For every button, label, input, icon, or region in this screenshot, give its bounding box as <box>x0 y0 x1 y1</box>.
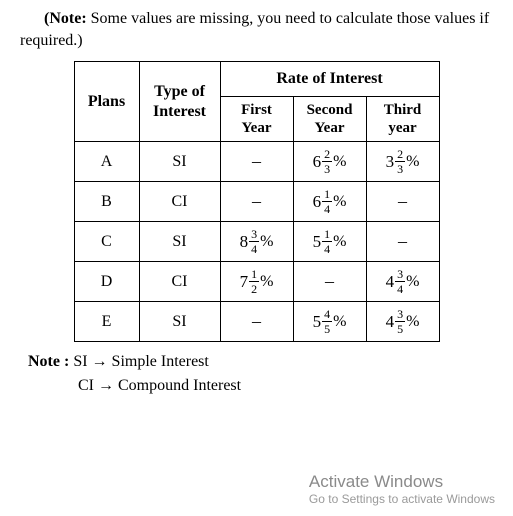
footnote-label: Note : <box>28 353 69 370</box>
hdr-year-1: FirstYear <box>220 97 293 142</box>
mixed-fraction: 545% <box>313 308 347 335</box>
cell-type: CI <box>139 182 220 222</box>
cell-rate-y3: – <box>366 182 439 222</box>
watermark-line1: Activate Windows <box>309 472 495 492</box>
hdr-year-2: SecondYear <box>293 97 366 142</box>
cell-rate-y3: 434% <box>366 262 439 302</box>
cell-rate-y2: 614% <box>293 182 366 222</box>
cell-plan: D <box>74 262 139 302</box>
mixed-fraction: 712% <box>240 268 274 295</box>
cell-rate-y3: 323% <box>366 142 439 182</box>
cell-rate-y1: 712% <box>220 262 293 302</box>
hdr-plans: Plans <box>74 62 139 142</box>
table-row: DCI 712% – 434% <box>74 262 439 302</box>
cell-plan: C <box>74 222 139 262</box>
cell-rate-y2: – <box>293 262 366 302</box>
table-body: ASI–623%323%BCI–614%–CSI834%514%–DCI712%… <box>74 142 439 342</box>
mixed-fraction: 834% <box>240 228 274 255</box>
mixed-fraction: 614% <box>313 188 347 215</box>
mixed-fraction: 434% <box>386 268 420 295</box>
dash: – <box>398 191 407 211</box>
intro-bold: (Note: <box>44 10 87 27</box>
mixed-fraction: 623% <box>313 148 347 175</box>
interest-table: Plans Type of Interest Rate of Interest … <box>74 61 440 342</box>
footnote-ci: CI → Compound Interest <box>78 377 241 394</box>
cell-type: SI <box>139 302 220 342</box>
windows-watermark: Activate Windows Go to Settings to activ… <box>309 472 495 506</box>
mixed-fraction: 323% <box>386 148 420 175</box>
cell-rate-y1: 834% <box>220 222 293 262</box>
dash: – <box>252 151 261 171</box>
cell-rate-y3: 435% <box>366 302 439 342</box>
dash: – <box>252 191 261 211</box>
cell-plan: A <box>74 142 139 182</box>
dash: – <box>252 311 261 331</box>
cell-rate-y1: – <box>220 182 293 222</box>
hdr-year-3: Thirdyear <box>366 97 439 142</box>
cell-rate-y1: – <box>220 302 293 342</box>
table-row: BCI – 614% – <box>74 182 439 222</box>
cell-plan: E <box>74 302 139 342</box>
cell-type: SI <box>139 222 220 262</box>
mixed-fraction: 435% <box>386 308 420 335</box>
intro-rest: Some values are missing, you need to cal… <box>20 10 489 49</box>
footnote: Note : SI → Simple Interest CI → Compoun… <box>28 350 493 398</box>
intro-note: (Note: Some values are missing, you need… <box>20 8 493 51</box>
footnote-si: SI → Simple Interest <box>73 353 209 370</box>
cell-rate-y3: – <box>366 222 439 262</box>
cell-rate-y2: 514% <box>293 222 366 262</box>
dash: – <box>325 271 334 291</box>
mixed-fraction: 514% <box>313 228 347 255</box>
table-row: CSI 834% 514% – <box>74 222 439 262</box>
watermark-line2: Go to Settings to activate Windows <box>309 492 495 506</box>
hdr-type: Type of Interest <box>139 62 220 142</box>
cell-rate-y2: 545% <box>293 302 366 342</box>
cell-rate-y1: – <box>220 142 293 182</box>
cell-type: SI <box>139 142 220 182</box>
hdr-rate: Rate of Interest <box>220 62 439 97</box>
cell-rate-y2: 623% <box>293 142 366 182</box>
table-header-row-1: Plans Type of Interest Rate of Interest <box>74 62 439 97</box>
table-row: ESI – 545% 435% <box>74 302 439 342</box>
table-row: ASI – 623% 323% <box>74 142 439 182</box>
dash: – <box>398 231 407 251</box>
cell-type: CI <box>139 262 220 302</box>
cell-plan: B <box>74 182 139 222</box>
